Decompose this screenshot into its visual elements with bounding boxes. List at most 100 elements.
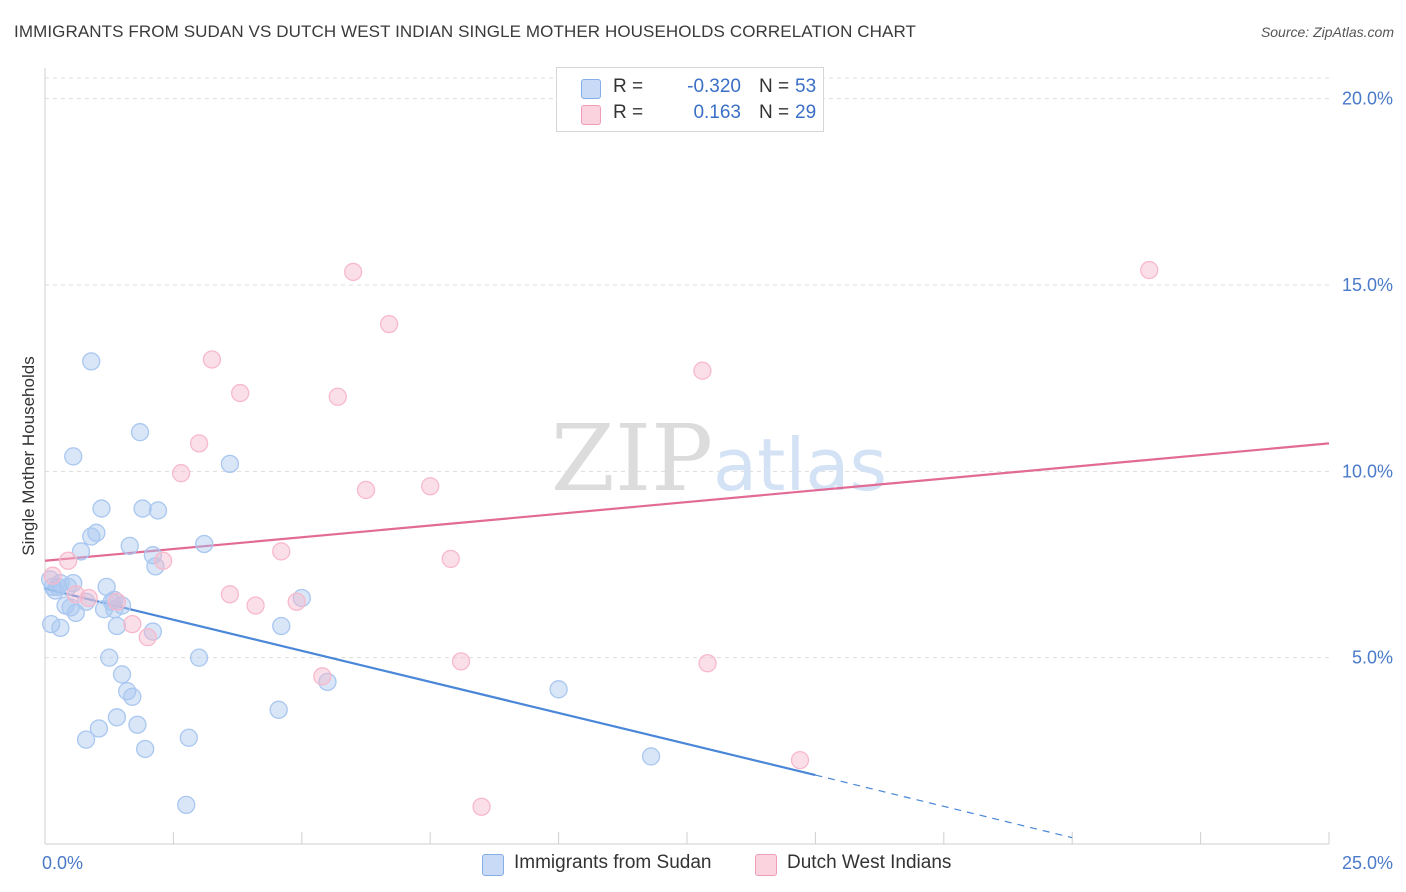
trend-lines — [44, 442, 1330, 839]
point-sudan — [82, 352, 101, 371]
tick-labels: 5.0% 10.0% 15.0% 20.0% 0.0% 25.0% — [42, 89, 1393, 873]
bottom-legend-label-sudan: Immigrants from Sudan — [514, 852, 712, 873]
legend-n-label: N = — [759, 76, 790, 97]
point-sudan — [189, 648, 209, 667]
point-sudan — [143, 622, 163, 641]
y-axis-title: Single Mother Households — [19, 356, 38, 555]
point-dutch — [107, 592, 127, 611]
correlation-legend: R = -0.320 N = 53 R = 0.163 N = 29 — [556, 67, 824, 132]
point-dutch — [693, 361, 712, 380]
point-dutch — [472, 797, 491, 816]
legend-r-label: R = — [613, 102, 644, 123]
point-sudan — [195, 534, 214, 554]
chart-title: IMMIGRANTS FROM SUDAN VS DUTCH WEST INDI… — [14, 22, 917, 41]
axes — [44, 68, 1330, 845]
point-sudan — [92, 499, 111, 518]
point-sudan — [71, 542, 91, 561]
point-sudan — [118, 682, 137, 701]
legend-swatch-dutch — [581, 105, 601, 125]
point-sudan — [64, 447, 83, 466]
point-sudan — [133, 499, 152, 518]
trend-line-extension-sudan — [815, 774, 1073, 839]
point-dutch — [421, 477, 440, 496]
point-sudan — [105, 590, 124, 610]
grid-lines — [45, 77, 1329, 659]
legend-r-value: 0.163 — [693, 102, 741, 123]
point-sudan — [130, 423, 150, 442]
legend-r-label: R = — [613, 76, 644, 97]
point-sudan — [318, 672, 337, 692]
point-dutch — [441, 549, 460, 569]
point-sudan — [107, 708, 127, 727]
data-points — [40, 260, 1159, 816]
point-dutch — [189, 434, 209, 453]
trend-line-sudan — [44, 587, 816, 777]
point-dutch — [220, 585, 240, 604]
point-dutch — [379, 314, 399, 334]
legend-n-value: 29 — [795, 102, 817, 123]
point-sudan — [112, 665, 132, 684]
watermark-zip: ZIP — [551, 405, 713, 512]
point-sudan — [148, 501, 168, 520]
point-sudan — [220, 454, 240, 474]
point-sudan — [641, 747, 661, 766]
point-sudan — [143, 546, 163, 565]
y-tick-label: 10.0% — [1342, 461, 1393, 481]
point-sudan — [269, 700, 288, 719]
point-dutch — [138, 628, 157, 647]
point-sudan — [123, 687, 142, 706]
point-dutch — [313, 667, 332, 686]
point-dutch — [344, 262, 363, 282]
watermark-atlas: atlas — [713, 423, 887, 507]
point-sudan — [87, 523, 106, 542]
point-dutch — [272, 542, 291, 561]
point-dutch — [58, 551, 78, 570]
point-sudan — [89, 719, 109, 738]
y-tick-label: 15.0% — [1342, 275, 1393, 295]
point-dutch — [123, 614, 142, 634]
point-dutch — [43, 566, 62, 585]
point-dutch — [171, 464, 191, 483]
point-sudan — [136, 739, 155, 759]
bottom-legend-label-dutch: Dutch West Indians — [787, 852, 952, 873]
point-sudan — [64, 573, 83, 593]
point-sudan — [76, 730, 96, 749]
point-sudan — [42, 614, 61, 634]
watermark: ZIP atlas — [551, 405, 887, 512]
point-sudan — [128, 715, 147, 734]
point-sudan — [272, 616, 291, 636]
point-sudan — [107, 616, 127, 636]
point-dutch — [1140, 260, 1159, 280]
point-dutch — [356, 480, 376, 500]
bottom-legend-swatch-dutch — [755, 854, 777, 876]
point-dutch — [79, 588, 98, 608]
point-dutch — [790, 750, 810, 770]
x-tick-label-max: 25.0% — [1342, 853, 1393, 873]
point-dutch — [328, 387, 347, 406]
y-tick-label: 20.0% — [1342, 89, 1393, 109]
legend-r-value: -0.320 — [687, 76, 741, 97]
y-tick-label: 5.0% — [1352, 648, 1393, 668]
point-dutch — [698, 654, 717, 673]
x-tick-label-min: 0.0% — [42, 853, 83, 873]
point-sudan — [177, 795, 196, 815]
point-sudan — [100, 648, 119, 667]
bottom-legend-swatch-sudan — [482, 854, 504, 876]
point-sudan — [120, 536, 139, 556]
source-label: Source: ZipAtlas.com — [1260, 24, 1394, 40]
legend-n-value: 53 — [795, 76, 817, 97]
point-sudan — [549, 680, 568, 699]
point-sudan — [179, 728, 198, 747]
point-dutch — [202, 350, 222, 369]
legend-n-label: N = — [759, 102, 790, 123]
point-sudan — [51, 618, 70, 637]
trend-line-dutch — [44, 442, 1330, 562]
point-sudan — [66, 603, 85, 623]
point-dutch — [287, 592, 306, 611]
point-dutch — [153, 551, 173, 570]
legend-swatch-sudan — [581, 79, 601, 99]
point-dutch — [231, 383, 250, 403]
point-dutch — [246, 596, 265, 615]
point-dutch — [451, 652, 471, 671]
